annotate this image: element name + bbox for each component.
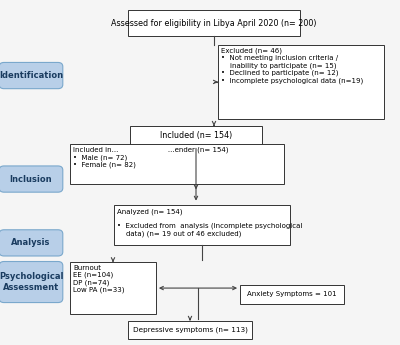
FancyBboxPatch shape [0,230,63,256]
FancyBboxPatch shape [128,10,300,36]
Text: Analyzed (n= 154)

•  Excluded from  analysis (Incomplete psychological
    data: Analyzed (n= 154) • Excluded from analys… [117,208,302,237]
Text: Included (n= 154): Included (n= 154) [160,131,232,140]
Text: Analysis: Analysis [11,238,51,247]
FancyBboxPatch shape [0,262,63,303]
FancyBboxPatch shape [70,262,156,314]
Text: Identification: Identification [0,71,63,80]
FancyBboxPatch shape [0,166,63,192]
FancyBboxPatch shape [128,321,252,339]
Text: Burnout
EE (n=104)
DP (n=74)
Low PA (n=33): Burnout EE (n=104) DP (n=74) Low PA (n=3… [73,265,125,294]
Text: Psychological
Assessment: Psychological Assessment [0,272,63,292]
Text: Depressive symptoms (n= 113): Depressive symptoms (n= 113) [132,327,248,333]
FancyBboxPatch shape [240,285,344,304]
Text: Included in...                      ...ender (n= 154)
•  Male (n= 72)
•  Female : Included in... ...ender (n= 154) • Male … [73,147,229,168]
Text: Anxiety Symptoms = 101: Anxiety Symptoms = 101 [247,292,337,297]
FancyBboxPatch shape [70,144,284,184]
FancyBboxPatch shape [0,62,63,89]
Text: Assessed for eligibility in Libya April 2020 (n= 200): Assessed for eligibility in Libya April … [111,19,317,28]
FancyBboxPatch shape [130,126,262,146]
Text: Excluded (n= 46)
•  Not meeting inclusion criteria /
    inability to participat: Excluded (n= 46) • Not meeting inclusion… [221,48,364,83]
Text: Inclusion: Inclusion [10,175,52,184]
FancyBboxPatch shape [218,45,384,119]
FancyBboxPatch shape [114,205,290,245]
